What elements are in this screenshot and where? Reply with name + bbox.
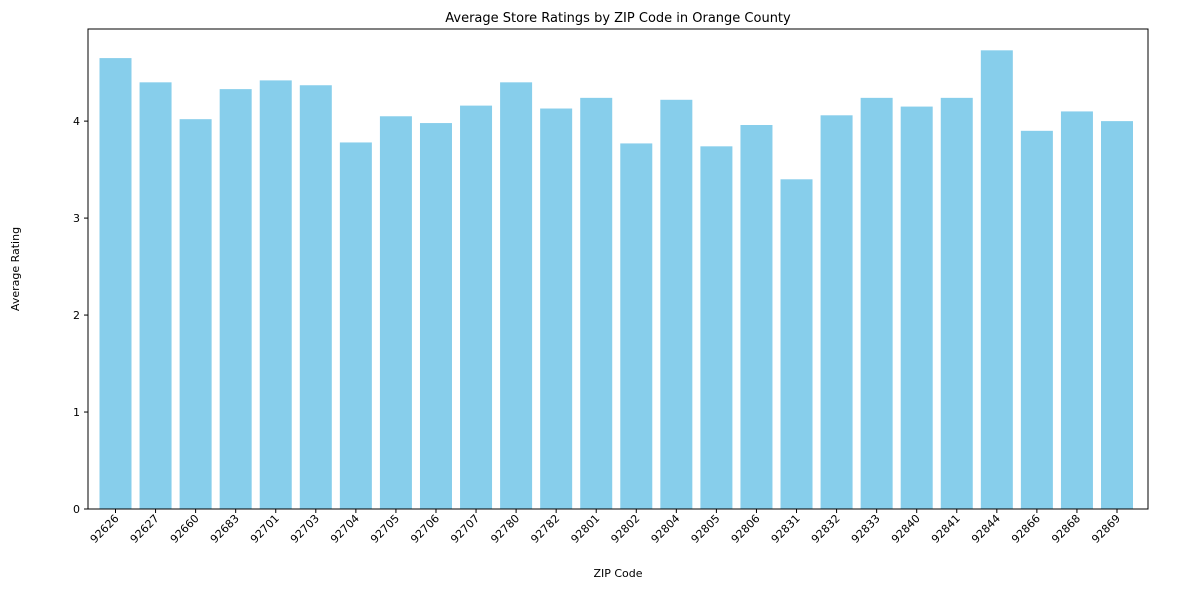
x-tick-label: 92831 bbox=[769, 512, 803, 546]
bar-92805 bbox=[700, 146, 733, 509]
x-tick-label: 92782 bbox=[528, 512, 562, 546]
x-tick-label: 92683 bbox=[208, 512, 242, 546]
bar-92833 bbox=[860, 97, 893, 509]
x-tick-label: 92805 bbox=[689, 512, 723, 546]
x-tick-label: 92832 bbox=[809, 512, 843, 546]
x-tick-label: 92802 bbox=[608, 512, 642, 546]
x-tick-label: 92868 bbox=[1049, 512, 1083, 546]
bar-92841 bbox=[940, 97, 973, 509]
x-tick-label: 92840 bbox=[889, 512, 923, 546]
bar-92660 bbox=[179, 119, 212, 510]
x-tick-label: 92869 bbox=[1089, 512, 1123, 546]
x-tick-label: 92780 bbox=[488, 512, 522, 546]
bar-92806 bbox=[740, 125, 773, 509]
bar-92780 bbox=[500, 82, 533, 509]
y-tick-label: 3 bbox=[73, 212, 80, 225]
x-tick-label: 92804 bbox=[649, 512, 683, 546]
bar-92707 bbox=[460, 105, 493, 510]
bar-92683 bbox=[219, 89, 252, 510]
x-axis-ticks: 92626 92627 92660 92683 92701 92703 92704 92705… bbox=[88, 509, 1123, 546]
x-tick-label: 92705 bbox=[368, 512, 402, 546]
bar-92627 bbox=[139, 82, 172, 509]
bar-92804 bbox=[660, 99, 693, 509]
x-tick-label: 92660 bbox=[168, 512, 202, 546]
bar-92869 bbox=[1101, 121, 1133, 510]
x-tick-label: 92833 bbox=[849, 512, 883, 546]
y-tick-label: 1 bbox=[73, 406, 80, 419]
chart-title: Average Store Ratings by ZIP Code in Ora… bbox=[445, 11, 791, 26]
x-tick-label: 92627 bbox=[128, 512, 162, 546]
y-axis-label: Average Rating bbox=[9, 227, 22, 311]
x-tick-label: 92704 bbox=[328, 512, 362, 546]
bar-92704 bbox=[339, 142, 372, 509]
x-tick-label: 92707 bbox=[448, 512, 482, 546]
plot-frame bbox=[87, 28, 1149, 510]
x-axis-label: ZIP Code bbox=[593, 567, 642, 580]
bar-92844 bbox=[980, 50, 1013, 509]
x-tick-label: 92806 bbox=[729, 512, 763, 546]
x-tick-label: 92801 bbox=[568, 512, 602, 546]
y-tick-label: 0 bbox=[73, 503, 80, 516]
x-tick-label: 92844 bbox=[969, 512, 1003, 546]
bar-92802 bbox=[620, 143, 653, 510]
x-tick-label: 92626 bbox=[88, 512, 122, 546]
y-tick-label: 4 bbox=[73, 115, 80, 128]
bar-92840 bbox=[900, 106, 933, 509]
bars-group bbox=[99, 50, 1133, 510]
bar-92703 bbox=[299, 85, 332, 510]
x-tick-label: 92706 bbox=[408, 512, 442, 546]
bar-92706 bbox=[419, 123, 452, 509]
bar-92801 bbox=[580, 97, 613, 509]
y-tick-label: 2 bbox=[73, 309, 80, 322]
bar-92701 bbox=[259, 80, 292, 509]
y-axis-ticks: 0 1 2 3 4 bbox=[73, 115, 88, 516]
bar-92626 bbox=[99, 58, 132, 510]
bar-92868 bbox=[1060, 111, 1093, 510]
bar-92866 bbox=[1020, 130, 1053, 509]
bar-92705 bbox=[379, 116, 412, 510]
x-tick-label: 92866 bbox=[1009, 512, 1043, 546]
x-tick-label: 92841 bbox=[929, 512, 963, 546]
x-tick-label: 92701 bbox=[248, 512, 282, 546]
x-tick-label: 92703 bbox=[288, 512, 322, 546]
bar-92782 bbox=[540, 108, 573, 510]
bar-92832 bbox=[820, 115, 853, 510]
bar-92831 bbox=[780, 179, 813, 510]
